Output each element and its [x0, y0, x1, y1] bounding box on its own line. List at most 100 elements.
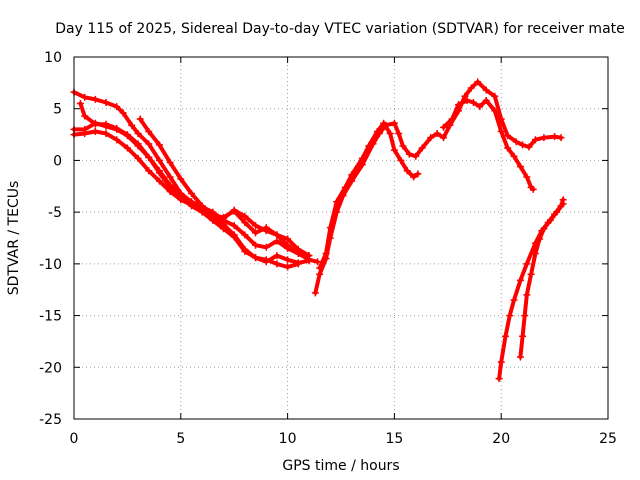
data-point [81, 125, 89, 133]
data-point [209, 210, 217, 218]
data-point [403, 167, 411, 175]
data-point [284, 263, 292, 271]
data-point [134, 130, 142, 138]
data-point [273, 231, 281, 239]
data-point [516, 353, 524, 361]
series-line [317, 121, 420, 270]
data-point [284, 241, 292, 249]
data-point [220, 225, 228, 233]
data-point [305, 252, 313, 260]
data-point [145, 167, 153, 175]
data-point [525, 143, 533, 151]
data-point [166, 173, 174, 181]
data-point [209, 216, 217, 224]
data-point [166, 158, 174, 166]
x-tick-label: 15 [385, 431, 403, 447]
data-point [241, 212, 249, 220]
data-point [531, 250, 539, 258]
x-tick-label: 10 [279, 431, 297, 447]
data-point [322, 250, 330, 258]
data-point [433, 130, 441, 138]
data-point [91, 127, 99, 135]
data-point [512, 138, 520, 146]
data-point [529, 185, 537, 193]
data-point [284, 256, 292, 264]
data-point [316, 270, 324, 278]
data-point [536, 235, 544, 243]
data-point [145, 127, 153, 135]
data-point [284, 235, 292, 243]
data-point [252, 229, 260, 237]
data-point [241, 247, 249, 255]
data-point [454, 101, 462, 109]
data-point [516, 163, 524, 171]
y-tick-label: -5 [48, 205, 62, 221]
series-line [497, 197, 566, 381]
data-point [476, 103, 484, 111]
data-point [177, 175, 185, 183]
data-point [273, 252, 281, 260]
series-track-2 [70, 127, 313, 267]
data-point [521, 312, 529, 320]
y-tick-label: -20 [39, 360, 62, 376]
data-point [128, 121, 136, 129]
data-point [412, 152, 420, 160]
data-point [390, 119, 398, 127]
data-point [113, 125, 121, 133]
data-point [506, 312, 514, 320]
data-point [397, 156, 405, 164]
chart-title: Day 115 of 2025, Sidereal Day-to-day VTE… [55, 21, 625, 37]
data-point [220, 214, 228, 222]
data-point [262, 227, 270, 235]
data-point [198, 208, 206, 216]
data-point [540, 134, 548, 142]
data-point [504, 132, 512, 140]
y-tick-label: 5 [53, 102, 62, 118]
data-point [241, 218, 249, 226]
data-point [241, 231, 249, 239]
data-point [262, 256, 270, 264]
data-point [523, 173, 531, 181]
data-point [427, 134, 435, 142]
plot-frame [73, 56, 609, 420]
data-point [314, 258, 322, 266]
series-line [518, 201, 566, 359]
data-point [380, 119, 388, 127]
data-point [474, 78, 482, 86]
data-point [145, 153, 153, 161]
data-point [294, 260, 302, 268]
data-point [81, 93, 89, 101]
data-point [373, 127, 381, 135]
y-tick-label: -10 [39, 257, 62, 273]
data-point [155, 177, 163, 185]
data-point [540, 225, 548, 233]
series-track-10 [516, 200, 567, 361]
x-tick-label: 20 [492, 431, 510, 447]
series-line [313, 79, 563, 295]
data-point [386, 130, 394, 138]
data-point [495, 375, 503, 383]
data-point [326, 224, 334, 232]
x-tick-label: 25 [599, 431, 617, 447]
data-point [501, 332, 509, 340]
data-point [113, 103, 121, 111]
y-tick-label: 0 [53, 153, 62, 169]
data-point [311, 289, 319, 297]
plot-area [70, 78, 567, 383]
series-track-9 [495, 196, 567, 383]
data-point [166, 183, 174, 191]
data-point [91, 95, 99, 103]
data-point [155, 169, 163, 177]
data-point [482, 96, 490, 104]
data-point [273, 260, 281, 268]
series-track-4 [70, 119, 302, 271]
x-tick-label: 0 [70, 431, 79, 447]
series-line [72, 121, 301, 269]
y-axis-label: SDTVAR / TECUs [6, 181, 22, 296]
data-point [348, 171, 356, 179]
data-point [76, 100, 84, 108]
data-point [119, 109, 127, 117]
data-point [482, 86, 490, 94]
data-point [230, 222, 238, 230]
